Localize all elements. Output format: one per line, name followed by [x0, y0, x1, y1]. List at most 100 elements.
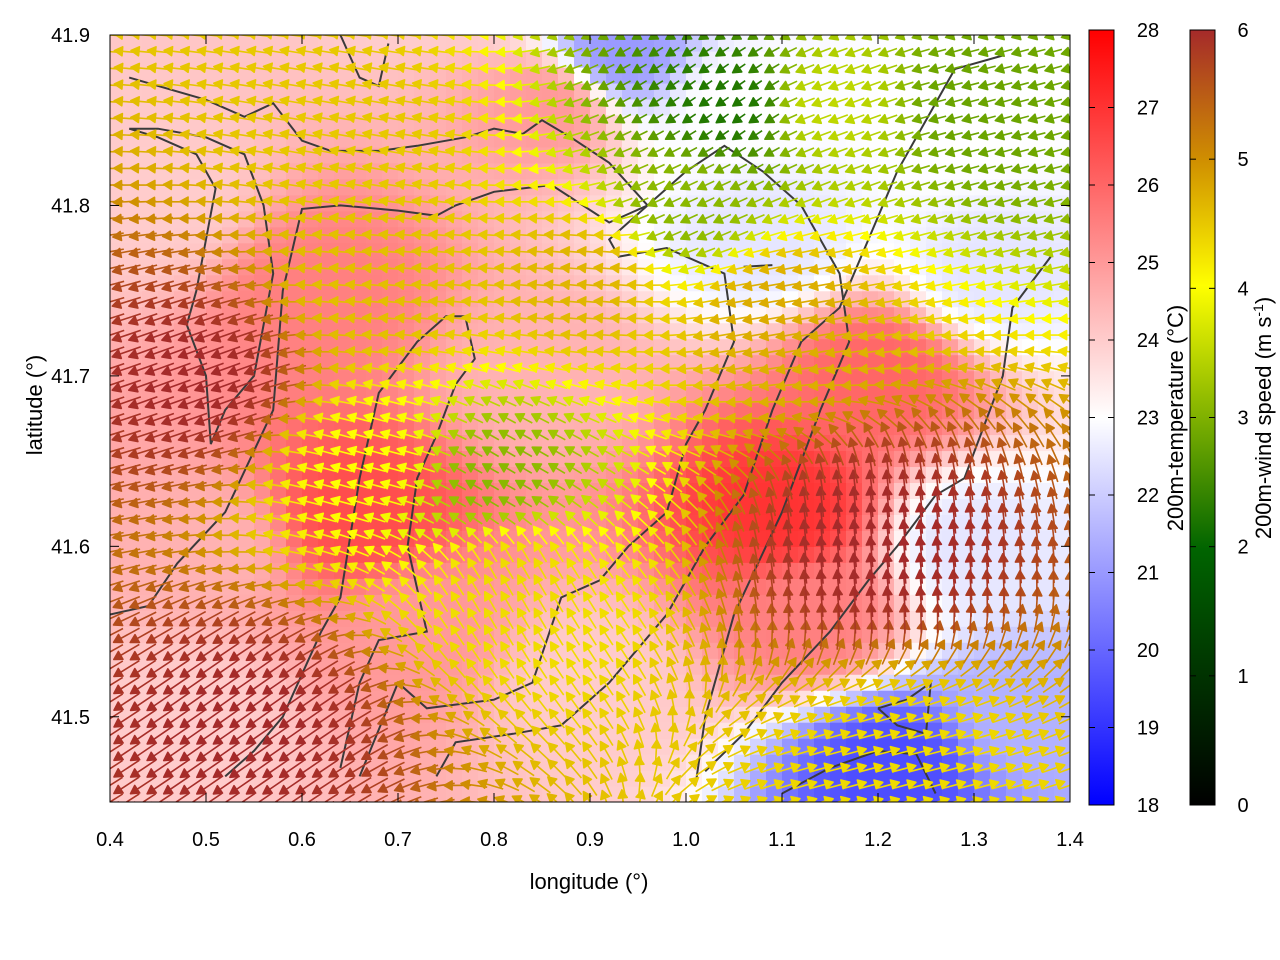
- temperature-cell: [302, 274, 319, 292]
- temperature-cell: [478, 482, 495, 499]
- temperature-cell: [142, 306, 159, 324]
- temperature-cell: [318, 274, 335, 292]
- temperature-cell: [254, 50, 271, 68]
- temperature-cell: [718, 194, 735, 212]
- temperature-cell: [142, 322, 159, 340]
- temperature-cell: [286, 418, 303, 436]
- temperature-cell: [494, 50, 511, 68]
- temperature-cell: [270, 434, 287, 452]
- temperature-cell: [446, 562, 463, 579]
- temperature-cell: [126, 658, 143, 675]
- temperature-cell: [782, 626, 799, 643]
- temperature-cell: [638, 754, 655, 771]
- temperature-cell: [430, 562, 447, 579]
- temperature-cell: [702, 562, 719, 579]
- temperature-cell: [318, 690, 335, 707]
- temperature-cell: [462, 450, 479, 468]
- temperature-cell: [270, 66, 287, 84]
- temperature-cell: [510, 450, 527, 468]
- temperature-cell: [270, 35, 287, 52]
- temperature-cell: [462, 66, 479, 84]
- temperature-cell: [430, 594, 447, 611]
- temperature-cell: [654, 690, 671, 707]
- temperature-cell: [126, 322, 143, 340]
- temperature-cell: [270, 578, 287, 595]
- temperature-cell: [670, 610, 687, 627]
- temperature-cell: [286, 274, 303, 292]
- temperature-cell: [478, 66, 495, 84]
- plot-area: [109, 34, 1071, 803]
- temperature-cell: [654, 114, 671, 132]
- temperature-cell: [494, 482, 511, 499]
- temperature-cell: [462, 562, 479, 579]
- temperature-cell: [750, 386, 767, 404]
- temperature-cell: [254, 450, 271, 468]
- temperature-cell: [686, 594, 703, 611]
- temperature-cell: [334, 82, 351, 100]
- temperature-cell: [494, 35, 511, 52]
- temperature-cell: [142, 658, 159, 675]
- temperature-cell: [686, 162, 703, 180]
- temperature-cell: [702, 162, 719, 180]
- temperature-cell: [270, 418, 287, 436]
- temperature-cell: [718, 162, 735, 180]
- temperature-cell: [478, 466, 495, 484]
- temperature-cell: [302, 402, 319, 420]
- temperature-cell: [686, 610, 703, 627]
- temperature-cell: [430, 50, 447, 68]
- temperature-cell: [686, 578, 703, 595]
- temperature-cell: [286, 386, 303, 404]
- temperature-cell: [686, 178, 703, 196]
- temperature-cell: [798, 370, 815, 388]
- temperature-cell: [222, 35, 239, 52]
- temperature-cell: [654, 706, 671, 723]
- temperature-cell: [462, 546, 479, 563]
- temperature-cell: [542, 546, 559, 563]
- temperature-cell: [750, 402, 767, 420]
- temperature-cell: [286, 402, 303, 420]
- temperature-cell: [430, 466, 447, 484]
- temperature-cell: [270, 466, 287, 484]
- temperature-cell: [302, 82, 319, 100]
- temperature-cell: [334, 290, 351, 308]
- temperature-cell: [718, 594, 735, 611]
- temperature-cell: [702, 546, 719, 563]
- temperature-cell: [254, 35, 271, 52]
- temperature-cell: [702, 178, 719, 196]
- temperature-cell: [318, 82, 335, 100]
- temperature-cell: [446, 450, 463, 468]
- temperature-cell: [702, 578, 719, 595]
- temperature-cell: [478, 50, 495, 68]
- temperature-cell: [814, 386, 831, 404]
- temperature-cell: [750, 178, 767, 196]
- temperature-cell: [718, 386, 735, 404]
- temperature-cell: [238, 50, 255, 68]
- temperature-cell: [302, 66, 319, 84]
- temperature-cell: [798, 626, 815, 643]
- temperature-cell: [462, 35, 479, 52]
- temperature-cell: [654, 194, 671, 212]
- temperature-cell: [286, 50, 303, 68]
- temperature-cell: [110, 322, 127, 340]
- temperature-cell: [750, 626, 767, 643]
- temperature-cell: [622, 194, 639, 212]
- temperature-cell: [782, 370, 799, 388]
- temperature-cell: [174, 306, 191, 324]
- temperature-cell: [302, 242, 319, 260]
- temperature-cell: [654, 130, 671, 148]
- temperature-cell: [462, 466, 479, 484]
- temperature-cell: [270, 242, 287, 260]
- temperature-cell: [510, 482, 527, 499]
- temperature-cell: [654, 178, 671, 196]
- temperature-cell: [670, 194, 687, 212]
- temperature-cell: [126, 306, 143, 324]
- temperature-cell: [334, 258, 351, 276]
- temperature-cell: [318, 290, 335, 308]
- temperature-cell: [270, 450, 287, 468]
- temperature-cell: [494, 66, 511, 84]
- temperature-cell: [238, 35, 255, 52]
- temperature-cell: [446, 578, 463, 595]
- temperature-cell: [286, 450, 303, 468]
- temperature-cell: [622, 722, 639, 739]
- temperature-cell: [798, 594, 815, 611]
